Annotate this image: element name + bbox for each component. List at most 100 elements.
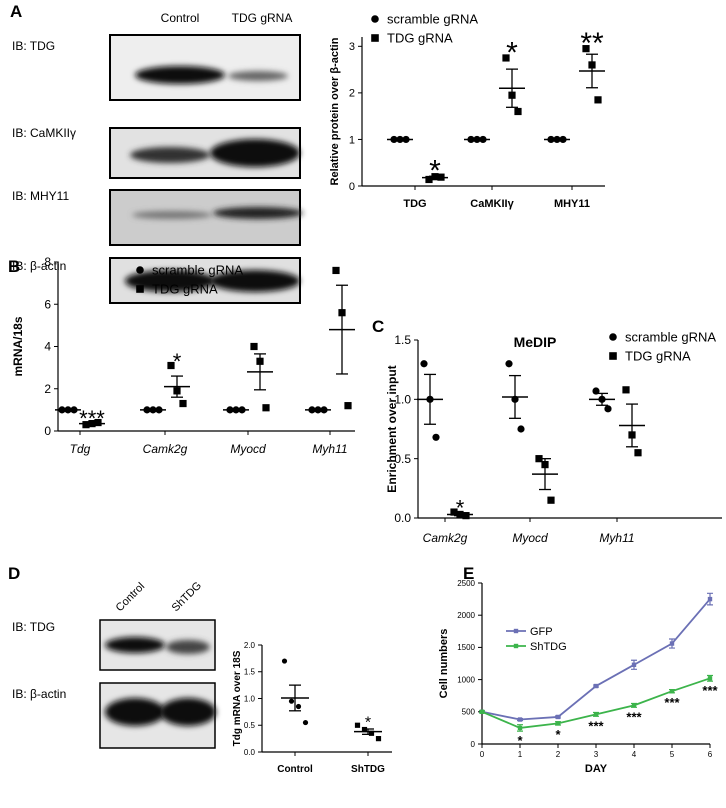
legend-marker — [609, 333, 617, 341]
legend-label: TDG gRNA — [152, 282, 218, 297]
panel-letter: B — [8, 257, 20, 276]
point — [354, 722, 361, 728]
legend-marker — [513, 643, 519, 649]
legend-label: TDG gRNA — [387, 31, 453, 46]
legend-marker — [371, 15, 379, 23]
error-bar — [171, 375, 183, 398]
annotation: *** — [664, 695, 680, 710]
y-axis-label: Cell numbers — [438, 629, 450, 699]
annotation: * — [365, 715, 371, 732]
lane-label: Control — [161, 11, 200, 25]
annotation: *** — [702, 683, 718, 698]
point — [631, 703, 637, 708]
x-tick-label: 5 — [670, 750, 675, 759]
point — [514, 107, 522, 116]
band — [125, 270, 215, 292]
point — [479, 709, 485, 714]
error-bar — [254, 353, 266, 391]
error-bar — [626, 403, 638, 448]
error-bar — [596, 392, 608, 406]
row-label: IB: β-actin — [12, 687, 66, 701]
y-tick-label: 1 — [349, 134, 355, 146]
error-bar — [506, 68, 518, 108]
row-label: IB: β-actin — [12, 259, 66, 273]
point — [594, 96, 602, 104]
blot-a: Control TDG gRNA IB: TDG IB: CaMKIIγ IB:… — [12, 11, 303, 304]
band — [105, 698, 165, 726]
legend-marker — [609, 352, 617, 360]
point — [593, 712, 599, 717]
error-bar — [289, 684, 301, 712]
legend-label: scramble gRNA — [152, 263, 243, 278]
y-tick-label: 1.0 — [394, 393, 411, 407]
band — [130, 147, 210, 163]
lane-label: TDG gRNA — [232, 11, 293, 25]
point — [262, 404, 270, 412]
error-bar — [586, 53, 598, 89]
error-bar — [336, 284, 348, 375]
legend-marker — [371, 34, 379, 42]
error-bar — [454, 512, 466, 517]
point — [295, 703, 302, 710]
y-axis-label: Relative protein over β-actin — [329, 37, 341, 185]
chart-title: MeDIP — [514, 334, 557, 350]
point — [505, 360, 513, 368]
row-label: IB: TDG — [12, 39, 55, 53]
point — [281, 658, 288, 664]
point — [582, 45, 590, 53]
y-tick-label: 1000 — [457, 675, 475, 684]
annotation: * — [506, 36, 518, 69]
point — [517, 717, 523, 722]
panel-letter: C — [372, 317, 384, 336]
x-tick-label: CaMKIIγ — [470, 198, 514, 210]
error-bar — [362, 728, 374, 735]
x-tick-label: TDG — [403, 198, 426, 210]
lane-label: Control — [114, 581, 148, 615]
x-tick-label: 6 — [708, 750, 713, 759]
point — [288, 698, 295, 704]
lane-label: ShTDG — [170, 580, 204, 614]
blot-d: Control ShTDG IB: TDG IB: β-actin — [12, 580, 216, 749]
y-axis-label: Enrichment over input — [385, 365, 399, 492]
point — [517, 425, 525, 433]
row-label: IB: MHY11 — [12, 189, 69, 203]
band — [166, 640, 210, 654]
x-tick-label: 1 — [518, 750, 523, 759]
band — [228, 71, 288, 81]
x-axis-label: DAY — [585, 763, 608, 775]
x-tick-label: 0 — [480, 750, 485, 759]
blot-frame — [109, 34, 301, 101]
point — [432, 433, 440, 441]
y-tick-label: 1.5 — [394, 333, 411, 347]
point — [604, 405, 612, 413]
y-tick-label: 1.0 — [244, 694, 256, 703]
point — [420, 360, 428, 368]
point — [669, 688, 675, 694]
y-tick-label: 0.0 — [244, 748, 256, 757]
error-bar — [429, 175, 441, 180]
y-tick-label: 0.5 — [394, 452, 411, 466]
legend-marker — [513, 628, 519, 634]
point — [555, 714, 561, 720]
x-tick-label: Myh11 — [599, 531, 634, 545]
annotation: *** — [79, 406, 105, 431]
x-tick-label: Control — [277, 764, 313, 775]
legend-label: scramble gRNA — [625, 330, 716, 345]
point — [707, 596, 713, 602]
point — [302, 719, 309, 726]
x-tick-label: Myocd — [230, 442, 266, 456]
panel-letter: E — [463, 564, 474, 583]
point — [707, 676, 713, 681]
panel-letter: A — [10, 2, 22, 21]
y-tick-label: 2.0 — [244, 641, 256, 650]
band — [210, 139, 300, 167]
point — [179, 399, 187, 408]
band — [210, 270, 300, 292]
point — [593, 683, 599, 689]
y-tick-label: 0.5 — [244, 721, 256, 730]
point — [634, 449, 642, 457]
x-tick-label: Tdg — [70, 442, 91, 456]
y-tick-label: 0 — [44, 424, 51, 438]
y-tick-label: 1500 — [457, 643, 475, 652]
